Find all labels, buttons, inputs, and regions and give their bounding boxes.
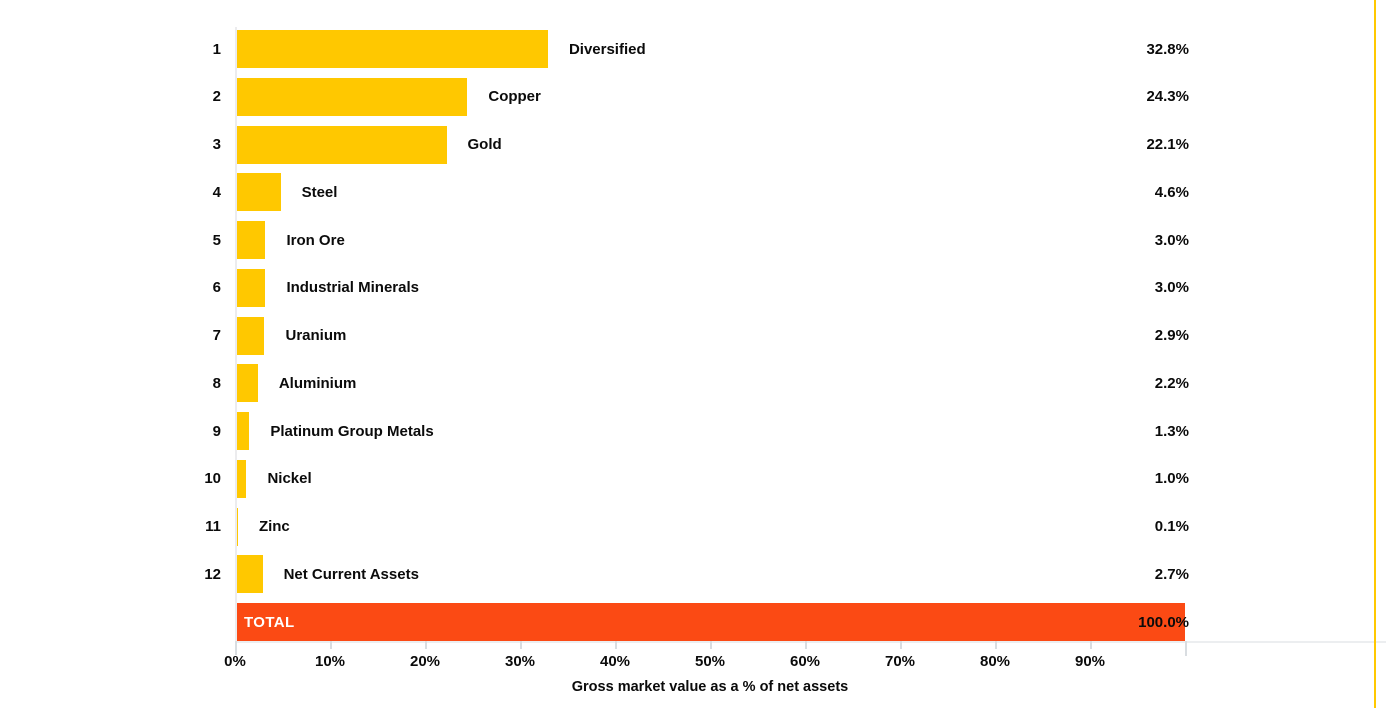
category-percentage: 3.0% <box>1154 231 1189 249</box>
x-axis-tick-mark <box>710 641 712 649</box>
row-rank: 4 <box>212 183 221 201</box>
category-percentage: 1.0% <box>1154 470 1189 488</box>
total-percentage: 100.0% <box>1138 613 1189 631</box>
x-axis-tick-mark <box>995 641 997 649</box>
total-label: TOTAL <box>244 613 295 631</box>
x-axis-tick-label: 40% <box>599 653 631 670</box>
category-label: Nickel <box>267 470 312 488</box>
category-label: Copper <box>488 88 541 106</box>
x-axis-tick-label: 10% <box>314 653 346 670</box>
row-rank: 6 <box>212 279 221 297</box>
category-label: Steel <box>301 183 338 201</box>
x-axis-tick-label: 20% <box>409 653 441 670</box>
x-axis-tick-label: 60% <box>789 653 821 670</box>
x-axis-baseline <box>235 641 1386 643</box>
x-axis-tick-label: 90% <box>1074 653 1106 670</box>
category-percentage: 22.1% <box>1146 136 1189 153</box>
y-axis-line <box>235 27 237 641</box>
category-bar <box>237 364 258 403</box>
category-bar <box>237 125 447 164</box>
category-label: Zinc <box>258 518 290 535</box>
category-bar <box>237 173 281 212</box>
category-label: Aluminium <box>278 374 357 392</box>
category-bar <box>237 555 263 594</box>
category-percentage: 4.6% <box>1154 183 1189 201</box>
row-rank: 7 <box>212 327 221 344</box>
category-label: Iron Ore <box>286 231 345 249</box>
x-axis-tick-mark <box>805 641 807 649</box>
category-percentage: 2.2% <box>1154 374 1189 392</box>
category-label: Net Current Assets <box>283 565 419 583</box>
category-bar <box>237 221 266 259</box>
row-rank: 10 <box>204 470 221 488</box>
category-label: Gold <box>467 136 502 153</box>
accent-right-border <box>1374 0 1376 708</box>
category-percentage: 2.7% <box>1154 565 1189 583</box>
row-rank: 3 <box>212 136 221 153</box>
row-rank: 9 <box>212 422 221 440</box>
category-bar <box>237 412 250 450</box>
x-axis-tick-mark <box>330 641 332 649</box>
category-label: Platinum Group Metals <box>270 422 434 440</box>
x-axis-tick-mark <box>615 641 617 649</box>
category-label: Industrial Minerals <box>286 279 419 297</box>
category-bar <box>237 507 238 546</box>
x-axis-tick-label: 0% <box>224 653 246 670</box>
category-percentage: 0.1% <box>1154 518 1189 535</box>
x-axis-tick-label: 30% <box>504 653 536 670</box>
category-percentage: 1.3% <box>1154 422 1189 440</box>
category-percentage: 3.0% <box>1154 279 1189 297</box>
row-rank: 5 <box>212 231 221 249</box>
category-percentage: 32.8% <box>1146 40 1189 58</box>
x-axis-tick-label: 80% <box>979 653 1011 670</box>
row-rank: 12 <box>204 565 221 583</box>
category-label: Diversified <box>568 40 646 58</box>
x-axis-tick-label: 70% <box>884 653 916 670</box>
row-rank: 11 <box>205 518 221 535</box>
x-axis-tick-mark <box>425 641 427 649</box>
total-bar <box>237 603 1185 641</box>
category-bar <box>237 268 266 307</box>
row-rank: 8 <box>212 374 221 392</box>
x-axis-tick-mark <box>900 641 902 649</box>
category-bar <box>237 316 265 355</box>
category-bar <box>237 459 247 498</box>
x-axis-end-tick-mark <box>1185 641 1187 656</box>
category-percentage: 2.9% <box>1154 327 1189 344</box>
category-label: Uranium <box>285 327 347 344</box>
x-axis-tick-mark <box>520 641 522 649</box>
x-axis-title: Gross market value as a % of net assets <box>571 679 849 695</box>
row-rank: 1 <box>212 40 221 58</box>
category-bar <box>237 30 548 68</box>
row-rank: 2 <box>212 88 221 106</box>
x-axis-tick-mark <box>1090 641 1092 649</box>
category-percentage: 24.3% <box>1146 88 1189 106</box>
category-bar <box>237 77 468 116</box>
x-axis-tick-mark <box>235 641 237 655</box>
x-axis-tick-label: 50% <box>694 653 726 670</box>
